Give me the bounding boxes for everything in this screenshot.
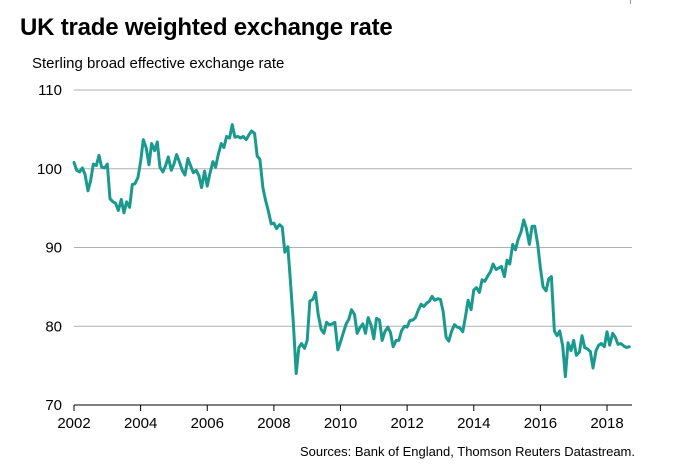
x-tick-label: 2002 (57, 415, 90, 432)
line-chart: 70 80 90 100 110 2002 2004 2006 2008 2010 2012 201… (37, 82, 632, 432)
source-note: Sources: Bank of England, Thomson Reuter… (299, 444, 635, 459)
series-line (72, 123, 631, 379)
x-axis (73, 404, 632, 411)
x-axis-tick-labels: 2002 2004 2006 2008 2010 2012 2014 2016 2018 (57, 415, 623, 432)
y-tick-label: 90 (45, 240, 62, 257)
x-tick-label: 2012 (390, 415, 423, 432)
x-tick-label: 2014 (457, 415, 490, 432)
x-tick-label: 2016 (524, 415, 557, 432)
gridlines (74, 89, 632, 327)
x-tick-label: 2018 (590, 415, 623, 432)
y-tick-label: 80 (45, 318, 62, 335)
x-tick-label: 2010 (324, 415, 357, 432)
y-tick-label: 110 (38, 82, 62, 99)
x-tick-label: 2008 (257, 415, 290, 432)
y-tick-label: 100 (37, 161, 62, 178)
chart-subtitle: Sterling broad effective exchange rate (32, 55, 285, 72)
y-axis-tick-labels: 70 80 90 100 110 (37, 82, 62, 414)
series-group (72, 123, 631, 379)
x-tick-label: 2006 (191, 415, 224, 432)
corner-tick-mark (630, 0, 631, 4)
x-tick-label: 2004 (124, 415, 157, 432)
y-tick-label: 70 (45, 397, 62, 414)
chart-title: UK trade weighted exchange rate (20, 14, 393, 41)
